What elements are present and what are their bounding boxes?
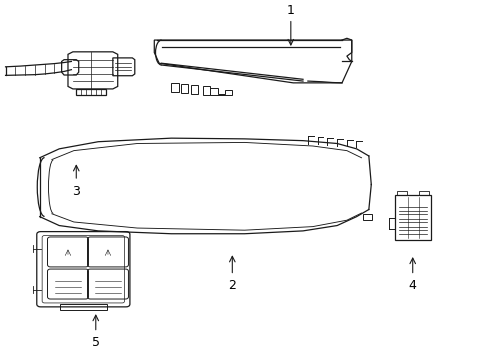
- Text: 5: 5: [92, 336, 100, 349]
- Text: 3: 3: [72, 185, 80, 198]
- Text: 4: 4: [408, 279, 416, 292]
- Text: 2: 2: [228, 279, 236, 292]
- Text: 1: 1: [286, 4, 294, 17]
